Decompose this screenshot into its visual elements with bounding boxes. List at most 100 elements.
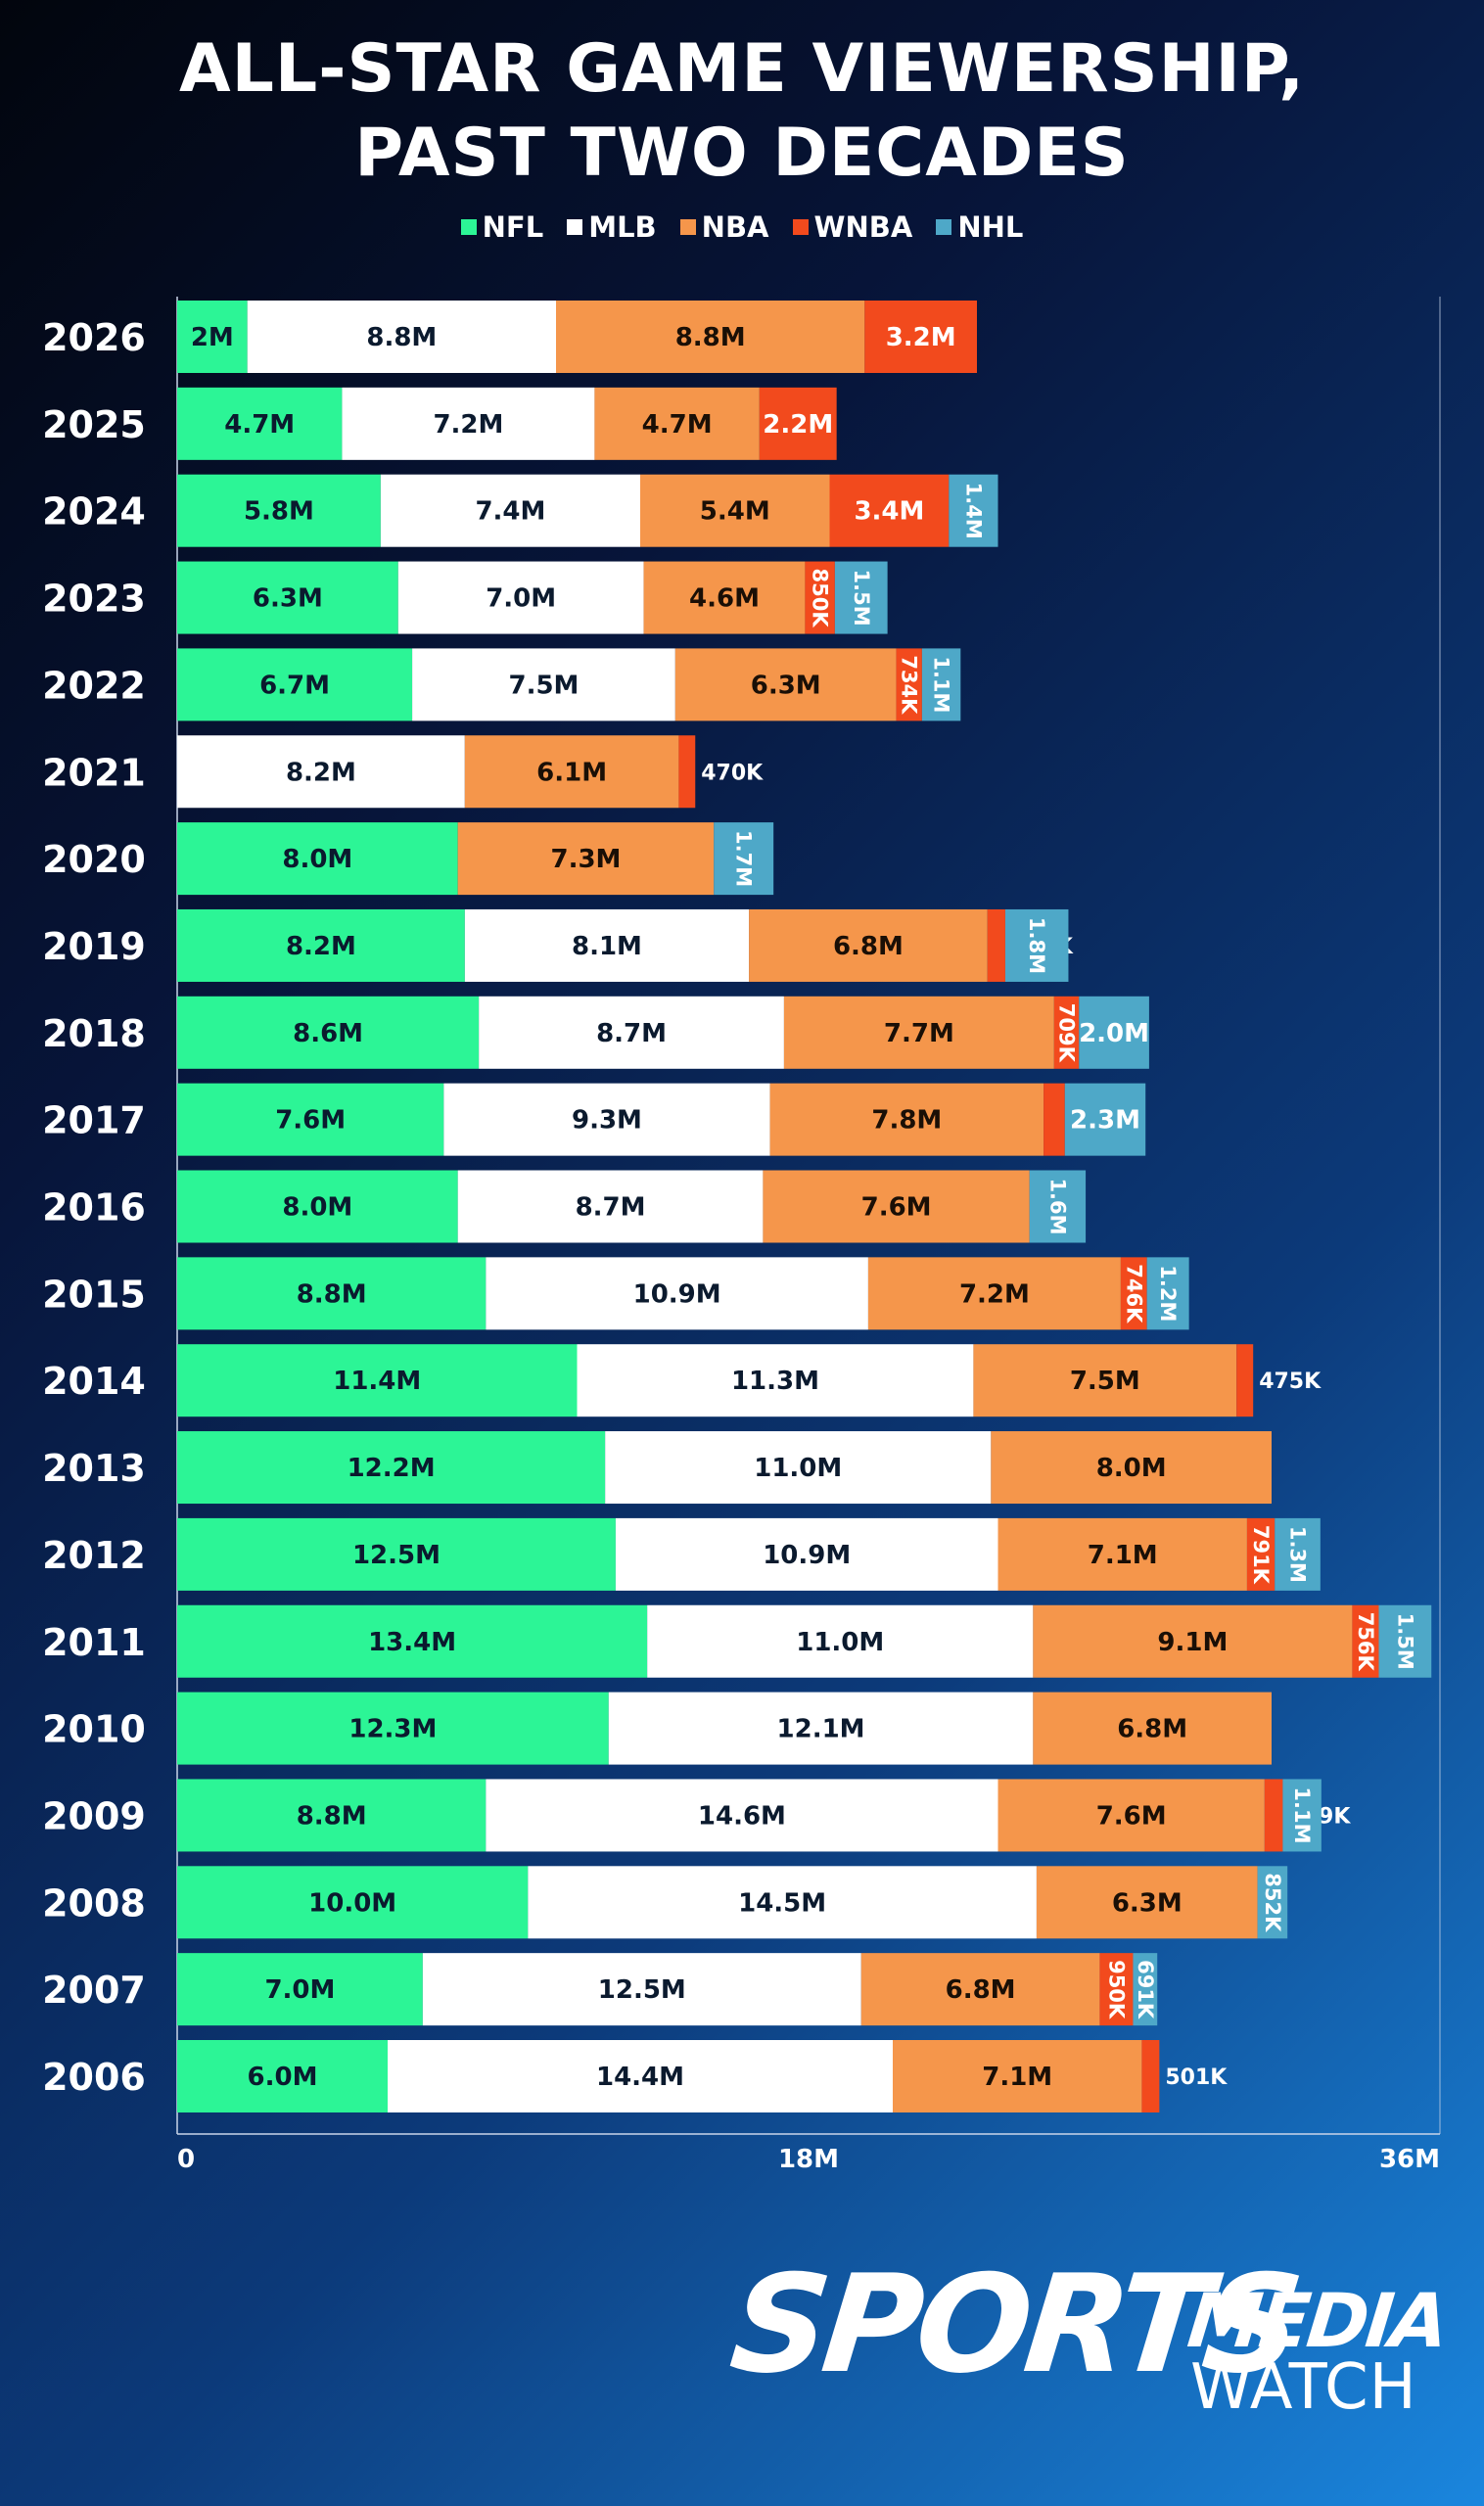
data-label-mlb-2015: 10.9M xyxy=(633,1279,721,1309)
bar-mlb-2023 xyxy=(397,561,644,634)
data-label-nba-2008: 6.3M xyxy=(1112,1888,1183,1918)
legend-swatch-nhl xyxy=(936,219,952,235)
bar-wnba-2014 xyxy=(1236,1344,1254,1417)
year-label: 2010 xyxy=(42,1708,146,1751)
bar-mlb-2011 xyxy=(647,1604,1034,1678)
bar-mlb-2007 xyxy=(422,1953,861,2026)
data-label-mlb-2014: 11.3M xyxy=(731,1367,819,1396)
data-label-nhl-2020: 1.7M xyxy=(732,830,756,887)
year-label: 2012 xyxy=(42,1534,146,1577)
data-label-mlb-2018: 8.7M xyxy=(596,1019,667,1048)
bar-nhl-2016 xyxy=(1029,1170,1087,1243)
year-label: 2024 xyxy=(42,490,146,534)
bar-mlb-2015 xyxy=(486,1257,868,1330)
x-tick-label: 0 xyxy=(177,2145,195,2174)
bar-mlb-2010 xyxy=(608,1692,1034,1765)
data-label-nfl-2012: 12.5M xyxy=(352,1541,441,1570)
bar-nhl-2019 xyxy=(1004,908,1069,982)
data-label-nba-2017: 7.8M xyxy=(871,1106,942,1136)
data-label-nba-2010: 6.8M xyxy=(1117,1715,1187,1744)
data-label-nfl-2006: 6.0M xyxy=(248,2063,318,2092)
data-label-nfl-2008: 10.0M xyxy=(308,1888,396,1918)
data-label-nfl-2016: 8.0M xyxy=(282,1193,352,1223)
data-label-nba-2026: 8.8M xyxy=(675,323,746,352)
bar-mlb-2016 xyxy=(457,1170,764,1243)
bar-wnba-2017 xyxy=(1043,1083,1065,1156)
bar-wnba-2007 xyxy=(1099,1953,1134,2026)
bar-mlb-2019 xyxy=(464,908,750,982)
data-label-wnba-2026: 3.2M xyxy=(886,323,956,352)
bar-wnba-2024 xyxy=(829,474,950,547)
bar-nba-2020 xyxy=(457,822,715,896)
year-label: 2023 xyxy=(42,578,146,621)
data-label-nba-2023: 4.6M xyxy=(689,584,760,614)
bar-nba-2023 xyxy=(643,561,806,634)
legend-label-nhl: NHL xyxy=(957,210,1024,244)
bar-nba-2016 xyxy=(763,1170,1030,1243)
data-label-wnba-2006: 501K xyxy=(1165,2065,1228,2090)
bar-nba-2019 xyxy=(749,908,988,982)
bar-wnba-2012 xyxy=(1246,1517,1275,1591)
data-label-nhl-2019: 1.8M xyxy=(1025,917,1048,974)
bar-nhl-2022 xyxy=(921,648,961,721)
bar-nhl-2024 xyxy=(949,474,998,547)
data-label-nba-2018: 7.7M xyxy=(884,1019,954,1048)
data-label-nfl-2024: 5.8M xyxy=(244,497,314,527)
data-label-nhl-2022: 1.1M xyxy=(930,656,953,713)
bar-nhl-2011 xyxy=(1378,1604,1432,1678)
bar-nba-2025 xyxy=(594,387,760,460)
data-label-wnba-2023: 850K xyxy=(809,568,832,627)
bar-nba-2012 xyxy=(997,1517,1247,1591)
data-label-nfl-2010: 12.3M xyxy=(348,1715,437,1744)
data-label-nhl-2015: 1.2M xyxy=(1156,1265,1180,1322)
year-label: 2017 xyxy=(42,1099,146,1142)
bar-nhl-2008 xyxy=(1257,1866,1288,1939)
bar-mlb-2009 xyxy=(486,1779,998,1852)
sports-media-watch-logo: SPORTS MEDIA WATCH xyxy=(724,2246,1451,2432)
bar-wnba-2006 xyxy=(1141,2040,1160,2112)
bar-nba-2014 xyxy=(973,1344,1237,1417)
data-label-nba-2015: 7.2M xyxy=(959,1279,1030,1309)
data-label-nhl-2008: 852K xyxy=(1261,1873,1284,1932)
data-label-wnba-2018: 709K xyxy=(1055,1003,1079,1063)
chart-title-line-2: PAST TWO DECADES xyxy=(354,115,1130,192)
year-label: 2011 xyxy=(42,1621,146,1664)
data-label-wnba-2007: 950K xyxy=(1104,1960,1128,2019)
bar-wnba-2025 xyxy=(759,387,837,460)
legend-swatch-nba xyxy=(679,219,696,235)
bar-mlb-2025 xyxy=(342,387,595,460)
bar-mlb-2026 xyxy=(247,301,556,373)
data-label-nba-2013: 8.0M xyxy=(1096,1454,1167,1483)
data-label-mlb-2006: 14.4M xyxy=(596,2063,684,2092)
bar-wnba-2018 xyxy=(1053,996,1080,1069)
data-label-nba-2007: 6.8M xyxy=(946,1975,1016,2005)
year-label: 2021 xyxy=(42,751,146,794)
bar-nba-2008 xyxy=(1036,1866,1258,1939)
data-label-nhl-2011: 1.5M xyxy=(1393,1613,1416,1670)
x-tick-label: 36M xyxy=(1379,2145,1440,2174)
data-label-nhl-2016: 1.6M xyxy=(1045,1178,1069,1234)
bar-wnba-2026 xyxy=(864,301,977,373)
data-label-nfl-2022: 6.7M xyxy=(259,671,330,700)
data-label-wnba-2025: 2.2M xyxy=(763,410,833,440)
bar-nfl-2015 xyxy=(177,1257,487,1330)
bar-nfl-2022 xyxy=(177,648,413,721)
logo-watch-text: WATCH xyxy=(1190,2351,1417,2424)
bar-nfl-2012 xyxy=(177,1517,616,1591)
chart-legend: NFL MLB NBA WNBA NHL xyxy=(0,208,1484,247)
bar-nhl-2012 xyxy=(1275,1517,1321,1591)
bar-nba-2007 xyxy=(860,1953,1100,2026)
bar-nba-2017 xyxy=(769,1083,1044,1156)
data-label-nfl-2007: 7.0M xyxy=(264,1975,335,2005)
bar-nba-2010 xyxy=(1033,1692,1272,1765)
data-label-nfl-2014: 11.4M xyxy=(333,1367,421,1396)
bar-wnba-2023 xyxy=(805,561,835,634)
legend-item-nba: NBA xyxy=(679,208,769,247)
data-label-nba-2020: 7.3M xyxy=(550,845,621,874)
bar-nba-2021 xyxy=(464,735,679,809)
data-label-nfl-2017: 7.6M xyxy=(275,1106,346,1136)
year-label: 2025 xyxy=(42,403,146,446)
year-label: 2018 xyxy=(42,1012,146,1055)
data-label-mlb-2008: 14.5M xyxy=(738,1888,826,1918)
bar-nhl-2018 xyxy=(1079,996,1149,1069)
